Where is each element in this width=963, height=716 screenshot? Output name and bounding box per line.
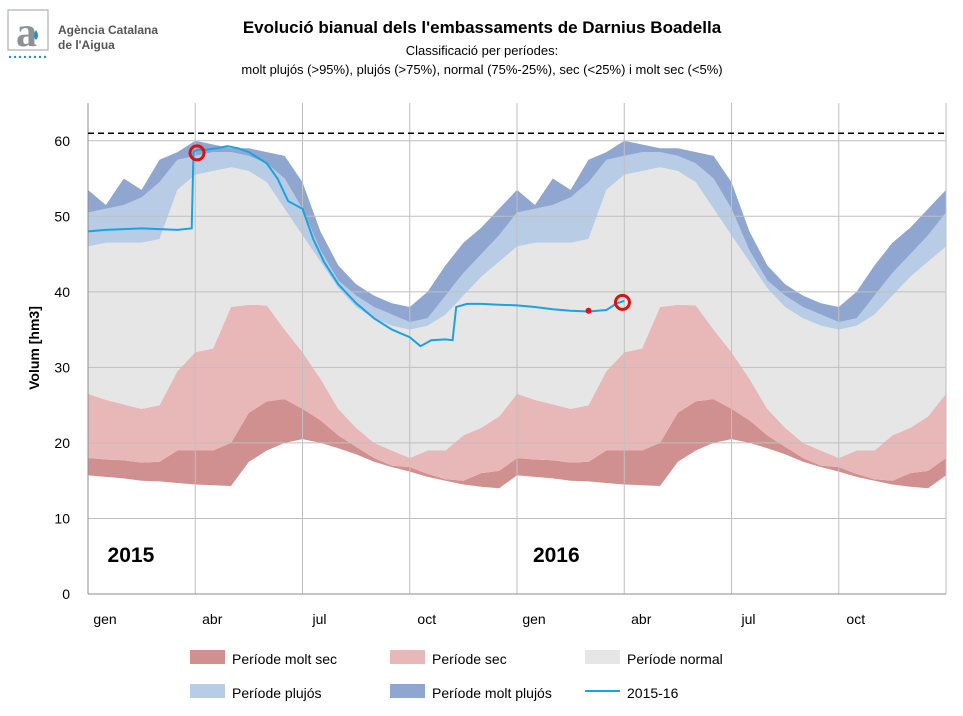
svg-text:a: a: [16, 10, 37, 56]
legend-swatch: [390, 684, 425, 698]
y-tick-labels: 0 10 20 30 40 50 60: [54, 133, 70, 602]
legend-swatch: [585, 650, 620, 664]
y-tick-label: 60: [54, 133, 70, 149]
chart-title: Evolució bianual dels l'embassaments de …: [243, 18, 722, 37]
chart-subtitle-1: Classificació per períodes:: [406, 43, 558, 58]
legend-swatch: [390, 650, 425, 664]
axes: [87, 103, 946, 595]
y-tick-label: 10: [54, 510, 70, 526]
y-tick-label: 30: [54, 359, 70, 375]
legend: Període molt sec Període sec Període norma…: [190, 650, 723, 701]
x-tick-label: jul: [311, 611, 326, 627]
legend-label: 2015-16: [627, 685, 679, 701]
x-tick-labels: gen abr jul oct gen abr jul oct: [93, 611, 865, 627]
legend-swatch: [190, 684, 225, 698]
y-tick-label: 0: [62, 586, 70, 602]
legend-label: Període molt plujós: [432, 685, 552, 701]
x-tick-label: gen: [522, 611, 545, 627]
series-line-2015-16: [87, 145, 625, 348]
x-tick-label: abr: [631, 611, 652, 627]
legend-label: Període sec: [432, 651, 507, 667]
series-lines: [87, 145, 625, 348]
highlight-markers: [188, 144, 631, 314]
year-label: 2016: [533, 544, 580, 567]
grid-lines: [88, 103, 947, 594]
x-tick-label: gen: [93, 611, 116, 627]
logo-line1: Agència Catalana: [58, 23, 158, 37]
x-tick-label: abr: [202, 611, 223, 627]
y-tick-label: 40: [54, 284, 70, 300]
legend-label: Període normal: [627, 651, 723, 667]
y-tick-label: 50: [54, 208, 70, 224]
highlight-ring-marker: [613, 293, 631, 311]
year-label: 2015: [108, 544, 155, 567]
data-point-marker: [585, 307, 592, 314]
legend-label: Període molt sec: [232, 651, 337, 667]
y-axis-label: Volum [hm3]: [26, 306, 42, 390]
x-tick-label: oct: [846, 611, 865, 627]
year-labels: 2015 2016: [108, 544, 580, 567]
x-tick-label: jul: [740, 611, 755, 627]
legend-swatch: [190, 650, 225, 664]
aca-logo: a Agència Catalana de l'Aigua: [7, 9, 158, 59]
highlight-ring-marker: [188, 144, 206, 162]
legend-label: Període plujós: [232, 685, 322, 701]
x-tick-label: oct: [417, 611, 436, 627]
y-tick-label: 20: [54, 435, 70, 451]
logo-line2: de l'Aigua: [58, 38, 115, 52]
chart-subtitle-2: molt plujós (>95%), plujós (>75%), norma…: [241, 62, 722, 77]
logo-mark-icon: [7, 9, 49, 51]
